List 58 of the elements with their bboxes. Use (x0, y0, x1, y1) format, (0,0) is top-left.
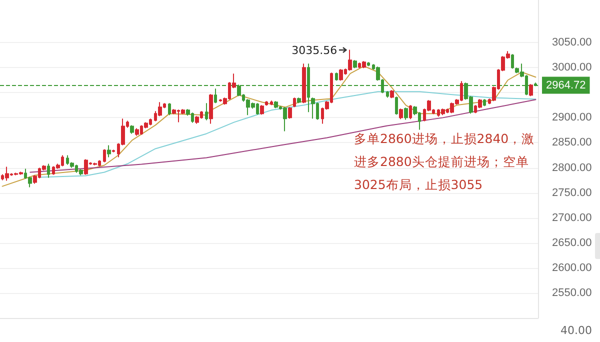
candlestick (302, 63, 306, 104)
candlestick (297, 97, 301, 104)
candlestick (390, 90, 394, 99)
candlestick (5, 166, 9, 182)
y-tick-label: 3050.00 (552, 36, 592, 49)
candlestick (404, 107, 408, 120)
candlestick (112, 149, 115, 153)
candlestick (483, 98, 486, 107)
candlestick (353, 60, 357, 69)
y-tick-label: 2900.00 (552, 112, 592, 124)
candlestick (441, 108, 445, 116)
candlestick (84, 158, 88, 176)
candlestick (168, 102, 171, 116)
candlestick (478, 98, 482, 109)
y-tick-label: 2800.00 (552, 162, 592, 174)
y-tick-label: 2750.00 (552, 186, 592, 199)
candlestick (214, 88, 217, 104)
text: 40.00 (560, 324, 592, 337)
candlestick (399, 108, 403, 120)
candlestick (395, 96, 398, 116)
y-tick-label: 2550.00 (552, 286, 592, 299)
candlestick (130, 124, 134, 134)
candlestick (529, 84, 533, 97)
candlestick (79, 168, 83, 176)
candlestick (283, 106, 287, 132)
candlestick (103, 148, 106, 163)
y-tick-label: 3000.00 (552, 62, 592, 74)
annotation: 3035.56 (292, 44, 338, 57)
candlestick (288, 106, 292, 120)
candlestick (339, 68, 343, 82)
candlestick (511, 54, 514, 70)
candlestick (335, 72, 338, 82)
candlestick (274, 100, 278, 109)
line-series (38, 91, 536, 178)
candlestick (47, 163, 50, 178)
ref-line-label: 2964.72 (546, 79, 586, 92)
candlestick (93, 162, 97, 166)
candlestick (293, 97, 296, 108)
candlestick (386, 90, 389, 98)
candlestick (135, 128, 139, 136)
candlestick (311, 97, 315, 120)
y-tick-label: 2600.00 (552, 262, 592, 274)
candlestick (107, 144, 111, 158)
candlestick (260, 104, 264, 116)
y-tick-label: 2850.00 (552, 136, 592, 149)
y-tick-label: 2700.00 (552, 212, 592, 224)
y-tick-label: 2650.00 (552, 236, 592, 249)
line-series (30, 99, 536, 173)
candlestick (270, 100, 273, 106)
candlestick (158, 102, 162, 117)
candlestick (348, 49, 352, 72)
candlestick (367, 62, 370, 67)
candlestick (409, 104, 412, 120)
candlestick (209, 94, 213, 124)
candlestick (205, 102, 208, 121)
candlestick (265, 100, 268, 106)
candlestick (362, 60, 366, 69)
annotation: 多单2860进场，止损2840，激进多2880头仓提前进场；空单3025布局，止损3055 (354, 130, 536, 194)
